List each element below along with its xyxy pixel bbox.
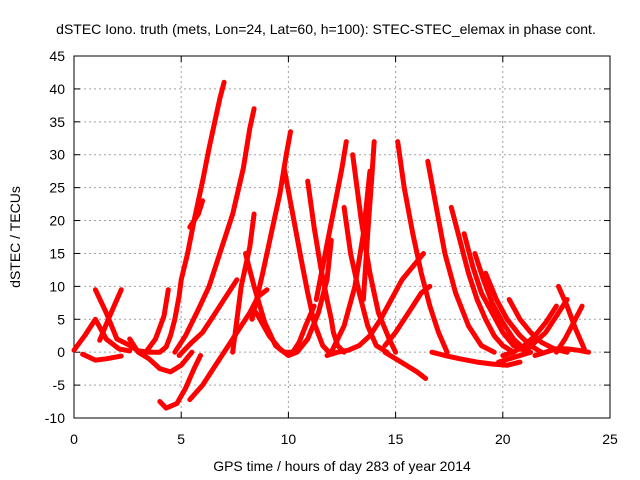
data-series	[71, 79, 592, 411]
y-tick-label: 5	[57, 311, 65, 327]
series-line-pass-06	[142, 287, 171, 356]
series-line-pass-03	[92, 79, 227, 355]
series-line-pass-23	[324, 251, 426, 358]
series-line-pass-20	[341, 204, 390, 355]
x-tick-label: 0	[70, 431, 78, 447]
series-line-pass-10	[187, 198, 206, 230]
y-tick-label: 45	[49, 48, 65, 64]
chart-title: dSTEC Iono. truth (mets, Lon=24, Lat=60,…	[56, 21, 596, 37]
axis-ticks	[73, 55, 611, 419]
y-tick-label: 40	[49, 81, 65, 97]
x-tick-label: 25	[602, 431, 618, 447]
y-tick-label: 10	[49, 278, 65, 294]
series-line-pass-16	[281, 165, 332, 355]
series-line-pass-05	[127, 336, 195, 375]
series-line-pass-08	[172, 106, 257, 355]
y-tick-label: 35	[49, 114, 65, 130]
series-line-pass-22	[360, 139, 377, 302]
x-tick-label: 15	[388, 431, 404, 447]
series-line-pass-37	[553, 303, 585, 355]
series-line-pass-11	[176, 277, 240, 358]
series-line-pass-31	[382, 349, 429, 381]
series-line-pass-25	[395, 139, 450, 355]
series-line-pass-18	[313, 139, 349, 302]
series-line-pass-19	[328, 168, 373, 355]
series-line-pass-07	[157, 353, 203, 411]
y-tick-label: 30	[49, 147, 65, 163]
series-line-pass-01	[71, 316, 133, 354]
series-line-pass-32	[429, 349, 523, 368]
series-line-pass-04	[97, 287, 124, 343]
series-line-pass-02	[80, 351, 124, 363]
series-line-pass-28	[461, 231, 531, 355]
series-line-pass-39	[496, 349, 534, 365]
x-tick-label: 20	[495, 431, 511, 447]
x-tick-label: 5	[177, 431, 185, 447]
y-tick-label: -10	[45, 410, 65, 426]
x-tick-label: 10	[281, 431, 297, 447]
x-axis-title: GPS time / hours of day 283 of year 2014	[213, 458, 471, 474]
y-tick-label: 20	[49, 213, 65, 229]
series-line-pass-34	[500, 303, 559, 358]
series-line-pass-29	[472, 251, 527, 352]
y-axis-title: dSTEC / TECUs	[7, 186, 23, 288]
series-line-pass-14	[249, 129, 293, 322]
y-tick-label: -5	[53, 377, 66, 393]
y-tick-label: 0	[57, 344, 65, 360]
y-tick-label: 25	[49, 180, 65, 196]
series-line-pass-12	[230, 211, 257, 355]
series-line-pass-27	[448, 204, 516, 355]
plot-frame	[73, 55, 611, 419]
series-line-pass-26	[425, 158, 497, 355]
series-line-pass-36	[556, 283, 587, 352]
series-line-pass-24	[382, 283, 433, 349]
y-tick-label: 15	[49, 245, 65, 261]
series-line-pass-35	[521, 297, 570, 355]
tick-labels: 0 5 10 15 20 25 -10 -5 0 5 10 15 20 25 30 35 40 45	[45, 48, 618, 447]
series-line-pass-38	[532, 346, 592, 358]
